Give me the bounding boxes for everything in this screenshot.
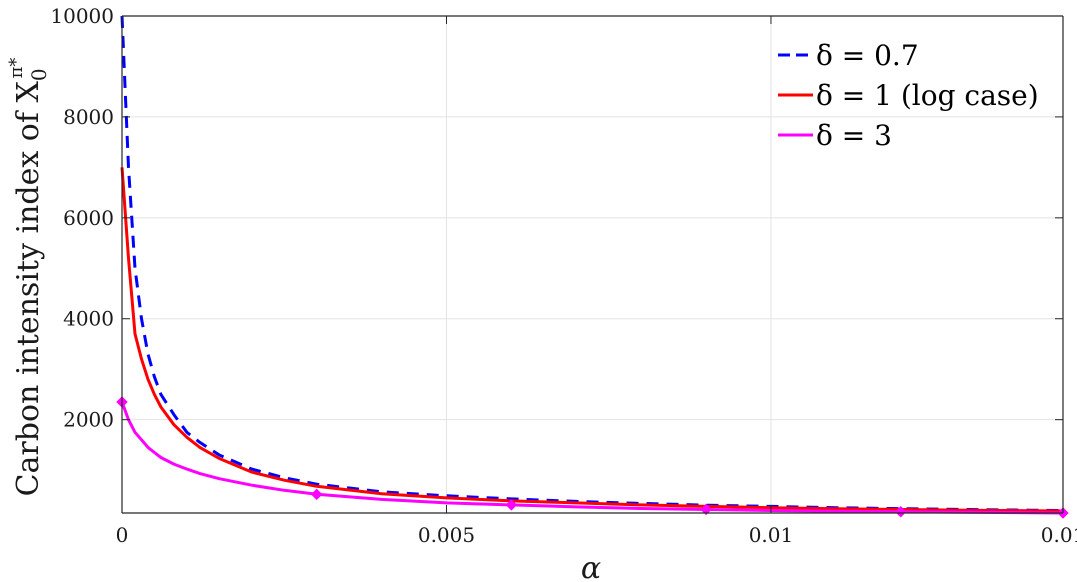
series-marker-2 (700, 503, 712, 516)
svg-text:Carbon intensity index of X0π*: Carbon intensity index of X0π* (6, 58, 51, 497)
y-tick-label: 10000 (50, 4, 114, 28)
legend-label-0: δ = 0.7 (816, 39, 919, 72)
y-tick-label: 2000 (63, 408, 114, 432)
y-axis-label-main: Carbon intensity index of X (11, 81, 46, 497)
legend-label-2: δ = 3 (816, 119, 892, 152)
x-tick-label: 0.01 (1041, 523, 1077, 547)
series-marker-2 (895, 506, 907, 518)
y-tick-label: 4000 (63, 307, 114, 331)
series-line-2 (120, 401, 1064, 515)
legend-label-1: δ = 1 (log case) (816, 79, 1039, 112)
y-axis-label-subscript: 0 (27, 68, 51, 81)
series-marker-2 (310, 488, 323, 501)
y-axis-label: Carbon intensity index of X0π* (6, 58, 51, 497)
x-tick-label: 0.005 (418, 523, 475, 547)
x-tick-label: 0 (116, 523, 129, 547)
y-tick-label: 8000 (63, 105, 114, 129)
y-tick-label: 6000 (63, 206, 114, 230)
legend: δ = 0.7 δ = 1 (log case) δ = 3 (778, 39, 1039, 152)
series-marker-2 (505, 499, 518, 511)
series-line-1 (120, 167, 1064, 513)
series-line-0 (120, 15, 1064, 512)
x-tick-label: 0.01 (749, 523, 794, 547)
series-layer (116, 15, 1069, 519)
x-axis-label: α (581, 551, 601, 582)
axis-layer: 0 0.005 0.01 0.01 2000 4000 6000 8000 10000 (50, 4, 1077, 547)
y-axis-label-superscript: π* (6, 58, 27, 79)
